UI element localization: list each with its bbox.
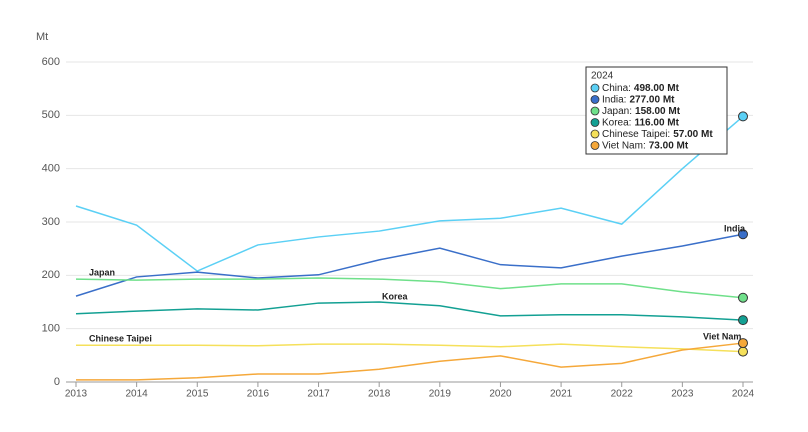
tooltip-label: India:: [602, 94, 626, 105]
tooltip-value: 158.00 Mt: [635, 106, 681, 117]
x-tick-label: 2017: [307, 389, 330, 400]
tooltip-label: Korea:: [602, 117, 631, 128]
tooltip-swatch: [590, 141, 600, 150]
tooltip-label: China:: [602, 83, 631, 94]
x-tick-label: 2015: [186, 389, 209, 400]
tooltip-label: Japan:: [602, 106, 632, 117]
y-tick-label: 300: [42, 216, 60, 228]
y-tick-label: 0: [54, 376, 60, 388]
line-label: Viet Nam: [703, 331, 741, 341]
x-tick-label: 2024: [732, 389, 755, 400]
end-dot: [738, 229, 748, 240]
y-tick-label: 600: [42, 56, 60, 68]
line: [76, 342, 744, 381]
line: [75, 301, 744, 321]
x-tick-label: 2016: [247, 389, 270, 400]
x-tick-label: 2014: [126, 389, 149, 400]
y-tick-label: 200: [42, 269, 60, 281]
x-tick-label: 2022: [611, 389, 634, 400]
tooltip-label: Chinese Taipei:: [602, 129, 670, 140]
tooltip-row: Chinese Taipei: 57.00 Mt: [602, 129, 713, 140]
tooltip-row: India: 277.00 Mt: [602, 94, 675, 105]
x-tick-label: 2020: [489, 389, 512, 400]
end-dot: [738, 346, 748, 357]
line: [75, 115, 744, 272]
tooltip-value: 57.00 Mt: [673, 129, 713, 140]
end-dot: [738, 315, 748, 326]
tooltip-swatch: [590, 83, 600, 93]
x-tick-label: 2021: [550, 389, 573, 400]
end-dot: [738, 292, 748, 303]
tooltip-value: 498.00 Mt: [634, 83, 680, 94]
x-tick-label: 2018: [368, 389, 391, 400]
tooltip-swatch: [590, 118, 600, 127]
tooltip-row: China: 498.00 Mt: [602, 83, 680, 94]
line-label: Chinese Taipei: [89, 333, 152, 343]
tooltip-value: 116.00 Mt: [634, 117, 679, 128]
end-dot: [738, 338, 748, 349]
y-tick-label: 100: [42, 323, 60, 335]
tooltip-swatch: [590, 129, 600, 139]
tooltip-row: Korea: 116.00 Mt: [602, 117, 680, 128]
x-tick-label: 2023: [671, 389, 694, 400]
tooltip-value: 277.00 Mt: [629, 94, 675, 105]
end-dot: [738, 111, 748, 122]
line: [76, 343, 744, 353]
tooltip-value: 73.00 Mt: [649, 140, 689, 151]
tooltip-swatch: [590, 95, 600, 104]
line-label: India: [724, 223, 746, 233]
x-tick-label: 2013: [65, 389, 88, 400]
tooltip-row: Japan: 158.00 Mt: [602, 106, 681, 117]
y-tick-label: 500: [42, 109, 60, 121]
tooltip-row: Viet Nam: 73.00 Mt: [602, 140, 689, 151]
tooltip-label: Viet Nam:: [602, 140, 646, 151]
x-tick-label: 2019: [429, 389, 452, 400]
line: [75, 233, 744, 297]
line: [75, 277, 744, 299]
line-label: Korea: [382, 291, 409, 301]
tooltip-title: 2024: [591, 71, 614, 82]
y-axis-label: Mt: [36, 31, 48, 43]
line-label: Japan: [89, 267, 115, 277]
tooltip-swatch: [590, 106, 600, 116]
y-tick-label: 400: [42, 163, 60, 175]
tooltip-box: [585, 66, 728, 155]
